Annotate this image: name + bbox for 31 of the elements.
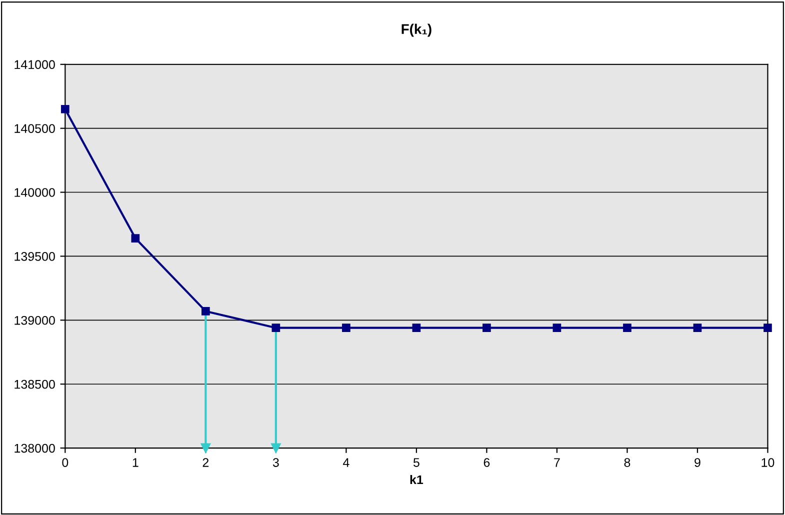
point	[342, 324, 350, 332]
point	[693, 324, 702, 332]
x-tick-label: 8	[624, 458, 630, 467]
x-tick-label: 4	[342, 458, 350, 467]
x-tick-label: 2	[202, 458, 209, 467]
y-tick-label: 140000	[14, 188, 55, 197]
y-tick-label: 140500	[14, 124, 55, 133]
point	[131, 234, 140, 242]
x-tick-label: 0	[62, 458, 68, 467]
point	[623, 324, 632, 332]
point	[764, 324, 772, 332]
y-tick-label: 138000	[14, 444, 55, 453]
point	[482, 324, 491, 332]
point	[272, 324, 280, 332]
x-tick-label: 1	[132, 458, 138, 467]
y-tick-label: 141000	[14, 60, 55, 70]
x-axis-title: k1	[410, 474, 424, 484]
x-tick-label: 6	[484, 458, 490, 467]
y-tick-label: 139500	[14, 252, 55, 261]
point	[60, 104, 70, 114]
point	[412, 324, 421, 332]
x-tick-label: 7	[554, 458, 560, 467]
point	[202, 307, 210, 316]
chart-title: F(k₁)	[402, 24, 432, 37]
x-tick-label: 5	[413, 458, 420, 467]
x-tick-label: 9	[694, 458, 700, 467]
point	[552, 324, 562, 332]
x-tick-label: 10	[762, 458, 774, 467]
y-tick-label: 139000	[14, 316, 55, 325]
y-tick-label: 138500	[14, 380, 55, 389]
x-tick-label: 3	[272, 458, 279, 467]
